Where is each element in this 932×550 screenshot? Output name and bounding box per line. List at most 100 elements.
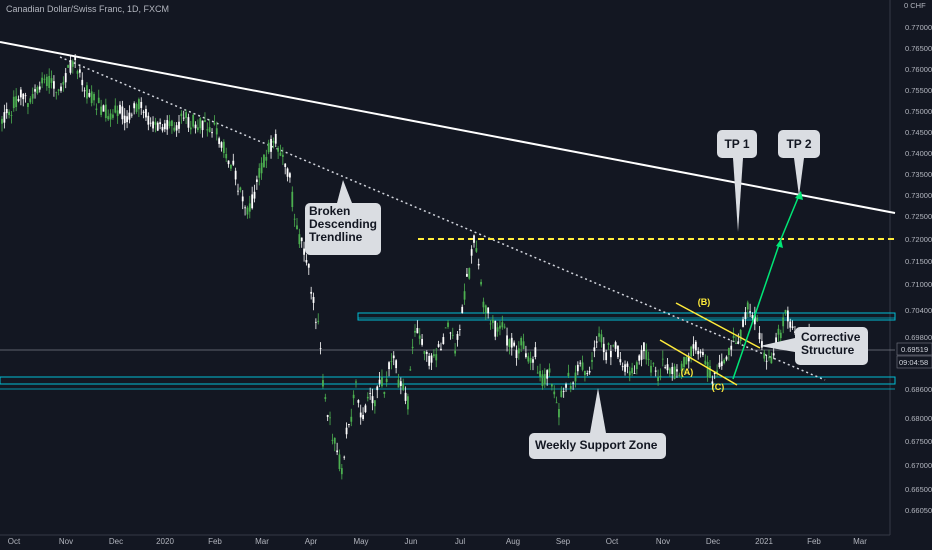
candle-body (562, 391, 565, 392)
candle-body (522, 341, 525, 349)
candle-body (718, 362, 721, 368)
candle-body (643, 342, 645, 352)
candle-body (645, 349, 648, 360)
candle-body (605, 352, 608, 361)
candle-body (631, 367, 634, 374)
candle-body (435, 354, 438, 361)
candle-body (279, 152, 282, 156)
candle-body (154, 121, 157, 125)
y-tick-label: 0.66500 (905, 485, 932, 494)
tp1-pointer (733, 158, 743, 232)
x-tick-label: 2021 (755, 537, 773, 546)
candle-body (274, 133, 277, 144)
candle-body (409, 369, 412, 371)
candle-body (10, 115, 13, 116)
resistance-zone (357, 312, 896, 321)
candle-body (211, 132, 213, 134)
candle-body (373, 400, 376, 407)
candle-body (683, 356, 685, 368)
candle-body (720, 361, 723, 367)
candle-body (687, 356, 690, 362)
candle-body (432, 354, 435, 357)
candle-body (244, 207, 246, 209)
candle-body (574, 372, 577, 382)
candle-body (329, 417, 331, 419)
x-tick-label: 2020 (156, 537, 174, 546)
candle-body (307, 263, 310, 268)
candle-body (173, 127, 176, 131)
candle-body (147, 115, 150, 125)
candle-body (348, 423, 350, 425)
candle-body (239, 187, 242, 190)
candle-body (286, 168, 289, 177)
support-zone-callout: Weekly Support Zone (529, 433, 666, 459)
candle-body (314, 321, 317, 323)
broken-trendline-pointer (337, 180, 352, 203)
candle-body (555, 402, 558, 404)
candle-body (475, 248, 478, 252)
candle-body (310, 291, 313, 294)
candle-body (418, 335, 421, 339)
candle-body (53, 81, 55, 89)
candle-body (166, 120, 169, 130)
candle-body (770, 356, 773, 364)
candle-body (402, 384, 405, 390)
candle-body (652, 363, 655, 365)
candle-body (685, 356, 688, 365)
projection-leg-1 (732, 238, 782, 380)
candle-body (140, 101, 143, 108)
y-tick-label: 0.75000 (905, 107, 932, 116)
candle-body (694, 341, 697, 351)
candle-body (414, 330, 416, 333)
main-descending-trendline (0, 41, 896, 214)
candle-body (558, 409, 560, 418)
candle-body (369, 393, 372, 395)
candle-body (602, 343, 605, 353)
candle-body (112, 114, 114, 118)
candle-body (449, 332, 452, 334)
candle-body (241, 196, 244, 202)
candle-body (326, 415, 329, 417)
candle-body (388, 362, 390, 370)
candle-body (333, 437, 336, 444)
candle-body (246, 207, 249, 215)
candle-body (711, 381, 714, 384)
candle-body (713, 372, 716, 374)
candle-body (248, 203, 251, 212)
candle-body (69, 59, 72, 73)
candle-body (395, 360, 398, 369)
candle-body (322, 380, 324, 387)
candle-body (3, 112, 6, 123)
candle-body (109, 113, 112, 120)
x-tick-label: Nov (59, 537, 73, 546)
candle-body (473, 235, 475, 243)
candle-body (425, 352, 428, 354)
candle-body (371, 396, 374, 404)
candle-body (17, 98, 20, 102)
y-tick-label: 0.71000 (905, 280, 932, 289)
candle-body (36, 87, 39, 94)
candle-body (678, 374, 681, 376)
candle-body (171, 120, 173, 127)
candle-body (777, 328, 780, 335)
candle-body (359, 412, 362, 418)
candle-body (451, 334, 454, 336)
x-tick-label: Jun (405, 537, 418, 546)
y-tick-label: 0.73500 (905, 170, 932, 179)
countdown-tag (896, 355, 932, 369)
candle-body (230, 164, 232, 169)
candle-body (614, 342, 617, 349)
candle-body (255, 179, 258, 182)
candle-body (263, 154, 265, 168)
candle-body (133, 103, 136, 109)
candle-body (579, 362, 582, 364)
candle-body (383, 391, 386, 394)
candle-body (102, 105, 105, 112)
candle-body (527, 356, 530, 362)
candle-body (345, 427, 348, 435)
candle-body (725, 356, 728, 360)
candle-body (496, 327, 499, 332)
x-tick-label: Dec (109, 537, 123, 546)
candle-body (501, 322, 504, 328)
